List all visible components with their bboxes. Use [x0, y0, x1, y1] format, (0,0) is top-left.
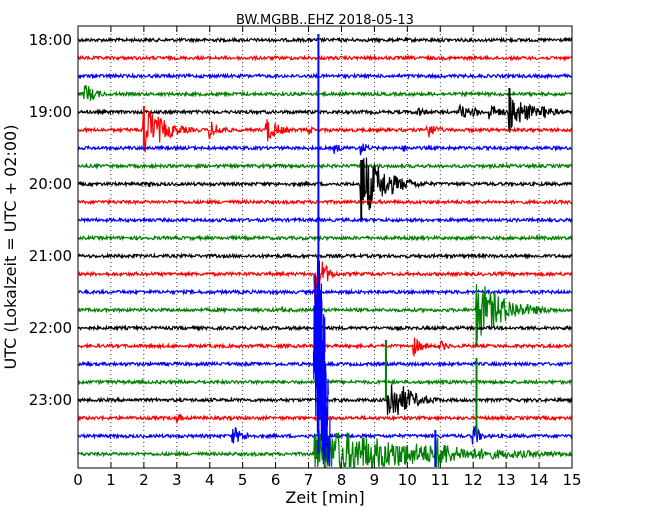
trace-line: [77, 162, 573, 170]
trace-line: [77, 216, 573, 224]
seismic-traces: [77, 36, 573, 469]
trace-line: [77, 254, 573, 307]
y-axis: 18:00 19:00 20:00 21:00 22:00 23:00: [29, 31, 572, 409]
x-tick-label: 1: [106, 471, 116, 489]
x-tick-label: 2: [139, 471, 149, 489]
x-tick-label: 8: [337, 471, 347, 489]
trace-line: [77, 198, 573, 206]
grid-lines: [110, 26, 540, 468]
trace-line: [77, 429, 573, 469]
trace-line: [77, 36, 573, 44]
spike-lines: [142, 34, 511, 467]
overflow-burst: [317, 302, 326, 442]
x-tick-label: 5: [238, 471, 248, 489]
y-tick-label: 22:00: [29, 319, 72, 337]
y-tick-label: 18:00: [29, 31, 72, 49]
y-tick-label: 23:00: [29, 391, 72, 409]
trace-line: [77, 97, 573, 133]
trace-line: [77, 288, 573, 296]
x-tick-label: 9: [370, 471, 380, 489]
trace-line: [77, 157, 573, 211]
overflow-burst: [322, 407, 331, 467]
x-axis: 0 1 2 3 4 5 6 7 8 9 10 11 12 13 14 15: [73, 26, 582, 489]
x-tick-label: 0: [73, 471, 83, 489]
y-axis-label: UTC (Lokalzeit = UTC + 02:00): [1, 125, 20, 370]
x-tick-label: 4: [205, 471, 215, 489]
plot-frame: [77, 25, 573, 469]
x-axis-label: Zeit [min]: [285, 488, 364, 507]
x-tick-label: 7: [304, 471, 314, 489]
y-tick-label: 19:00: [29, 103, 72, 121]
x-tick-label: 11: [431, 471, 450, 489]
x-tick-label: 6: [271, 471, 281, 489]
trace-line: [77, 143, 573, 156]
trace-line: [77, 111, 573, 153]
x-tick-label: 15: [562, 471, 581, 489]
trace-line: [77, 252, 573, 260]
x-tick-label: 3: [172, 471, 182, 489]
chart-title: BW.MGBB..EHZ 2018-05-13: [236, 13, 414, 28]
trace-line: [77, 54, 573, 62]
trace-line: [77, 284, 573, 341]
trace-line: [77, 72, 573, 80]
x-tick-label: 12: [464, 471, 483, 489]
trace-line: [77, 234, 573, 242]
y-tick-label: 21:00: [29, 247, 72, 265]
trace-line: [77, 85, 573, 101]
x-tick-label: 10: [398, 471, 417, 489]
x-tick-label: 13: [497, 471, 516, 489]
y-tick-label: 20:00: [29, 175, 72, 193]
x-tick-label: 14: [530, 471, 549, 489]
